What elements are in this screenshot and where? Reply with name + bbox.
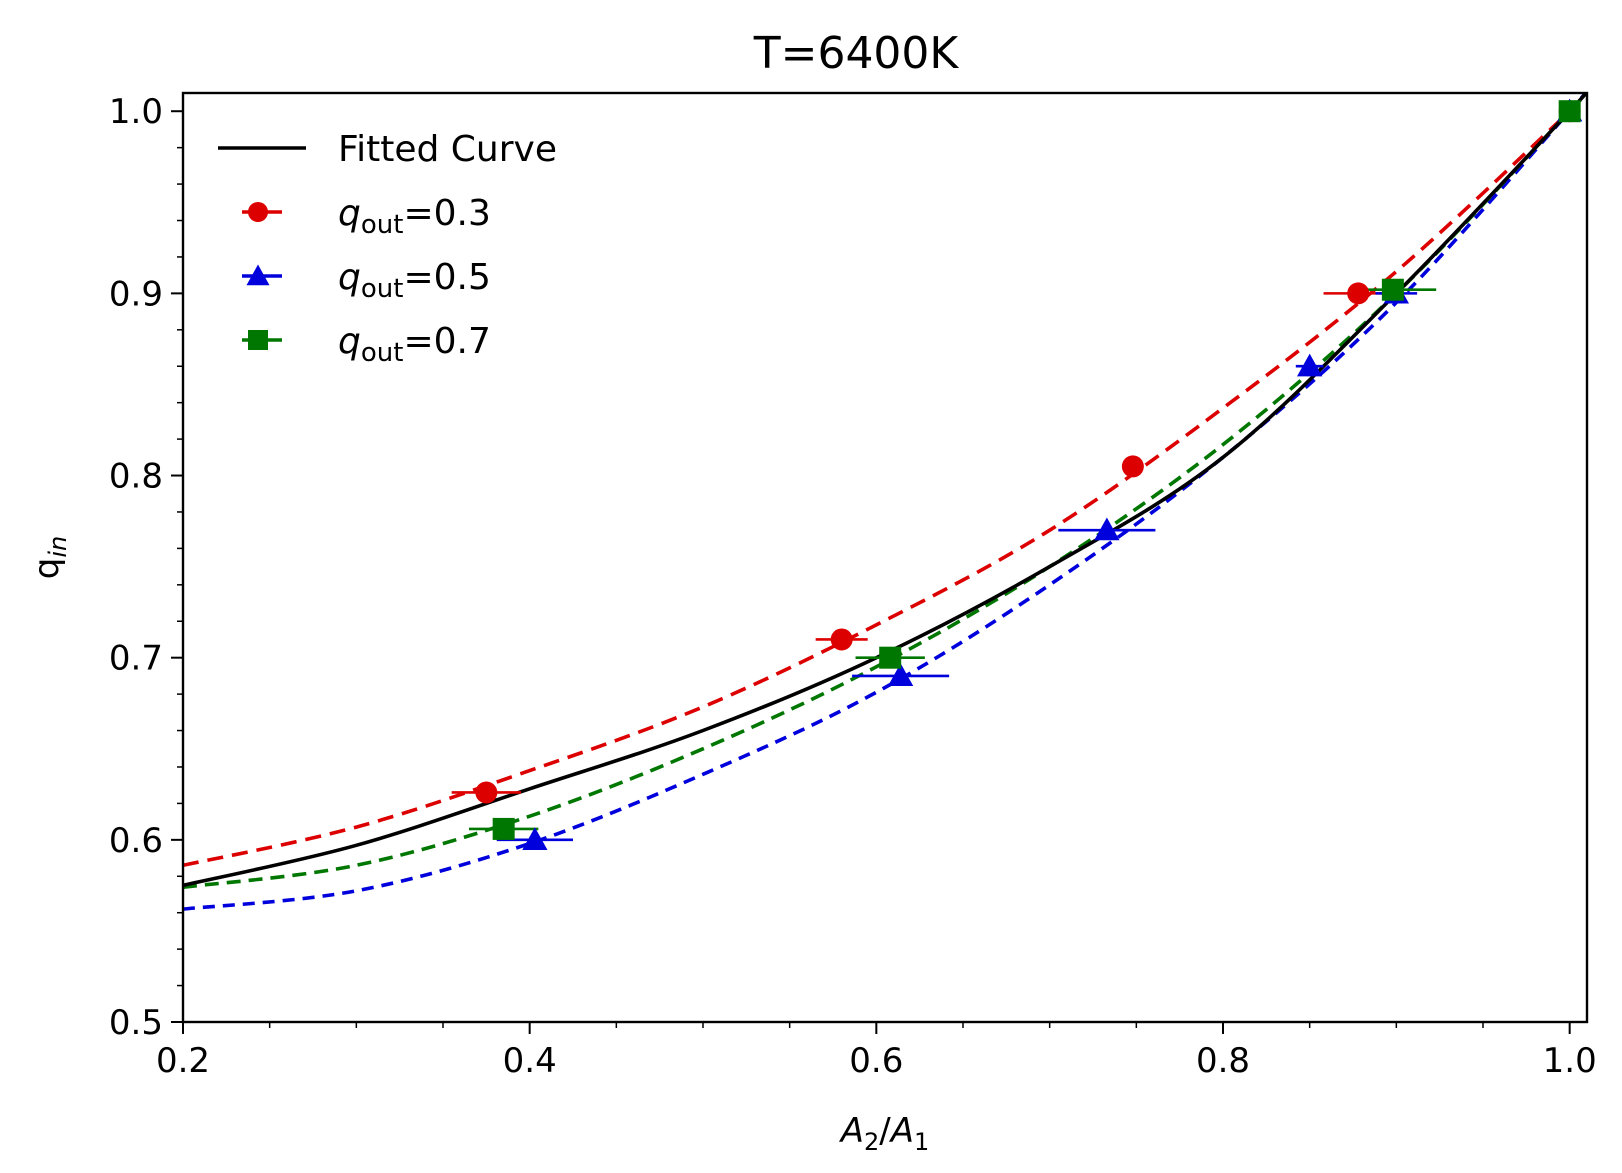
y-tick-label: 0.6 bbox=[109, 821, 163, 861]
x-axis-label-part: A bbox=[889, 1111, 914, 1151]
fit-line-series-1 bbox=[183, 93, 1587, 868]
fit-line-series-2 bbox=[183, 93, 1587, 911]
y-axis-label-part: q bbox=[27, 558, 67, 580]
x-tick-label: 0.4 bbox=[503, 1041, 557, 1081]
data-point-s2-p4 bbox=[1297, 353, 1323, 377]
legend-label-var: q bbox=[338, 321, 361, 362]
axes bbox=[181, 91, 1589, 1024]
plot-frame bbox=[181, 91, 1589, 1024]
data-point-s1-p3 bbox=[1121, 455, 1144, 478]
x-axis-label-part: 1 bbox=[914, 1128, 929, 1156]
y-axis-label-part: in bbox=[44, 536, 72, 558]
data-point-s2-p3 bbox=[1094, 517, 1120, 541]
y-tick-label: 0.5 bbox=[109, 1003, 163, 1043]
x-axis-label-part: 2 bbox=[864, 1128, 879, 1156]
legend-label-value: =0.5 bbox=[403, 257, 490, 298]
legend-entry-series-1: qout=0.3 bbox=[242, 193, 491, 240]
legend-label-sub: out bbox=[361, 210, 404, 240]
x-tick-label: 0.6 bbox=[849, 1041, 903, 1081]
y-tick-label: 0.7 bbox=[109, 639, 163, 679]
y-tick-label: 1.0 bbox=[109, 92, 163, 132]
legend-label-sub: out bbox=[361, 338, 404, 368]
x-axis-label-part: / bbox=[879, 1111, 891, 1151]
legend-label: qout=0.3 bbox=[338, 193, 491, 240]
error-bars bbox=[451, 288, 1437, 842]
legend-label: Fitted Curve bbox=[338, 129, 557, 170]
y-tick-label: 0.9 bbox=[109, 274, 163, 314]
data-point-s1-p2 bbox=[830, 628, 853, 651]
data-point-s1-p4 bbox=[1347, 282, 1370, 305]
data-point-s3-p2 bbox=[879, 646, 902, 669]
x-tick-label: 1.0 bbox=[1543, 1041, 1597, 1081]
legend-label: qout=0.5 bbox=[338, 257, 491, 304]
data-point-s2-p1 bbox=[522, 827, 548, 850]
chart-title: T=6400K bbox=[753, 28, 960, 79]
y-axis-label: qin bbox=[27, 536, 72, 579]
legend-label-value: =0.3 bbox=[403, 193, 490, 234]
x-axis-ticks: 0.2 0.4 0.6 0.8 1.0 bbox=[156, 1022, 1597, 1081]
fit-lines bbox=[183, 93, 1587, 911]
x-axis-label: A2/A1 bbox=[839, 1111, 930, 1156]
legend-label-value: =0.7 bbox=[403, 321, 490, 362]
y-axis-ticks: 0.5 0.6 0.7 0.8 0.9 1.0 bbox=[109, 92, 183, 1043]
legend-entry-fitted-curve: Fitted Curve bbox=[218, 129, 557, 170]
data-point-s3-p1 bbox=[492, 817, 515, 840]
x-axis-label-part: A bbox=[839, 1111, 864, 1151]
data-markers bbox=[475, 98, 1583, 850]
y-tick-label: 0.8 bbox=[109, 457, 163, 497]
legend-entry-series-3: qout=0.7 bbox=[242, 321, 491, 368]
data-point-s1-p1 bbox=[475, 781, 498, 804]
x-tick-label: 0.2 bbox=[156, 1041, 210, 1081]
x-tick-label: 0.8 bbox=[1196, 1041, 1250, 1081]
legend-marker bbox=[248, 202, 268, 222]
legend-label-sub: out bbox=[361, 274, 404, 304]
legend-label-var: q bbox=[338, 257, 361, 298]
data-point-s2-p2 bbox=[887, 663, 914, 687]
data-point-s3-p4 bbox=[1558, 100, 1581, 123]
legend-label: qout=0.7 bbox=[338, 321, 491, 368]
legend-entry-series-2: qout=0.5 bbox=[242, 257, 491, 304]
legend-marker bbox=[246, 264, 270, 286]
legend-label-var: q bbox=[338, 193, 361, 234]
data-point-s3-p3 bbox=[1381, 278, 1404, 301]
legend-marker bbox=[248, 330, 268, 350]
fitted-curve-line bbox=[183, 93, 1587, 888]
